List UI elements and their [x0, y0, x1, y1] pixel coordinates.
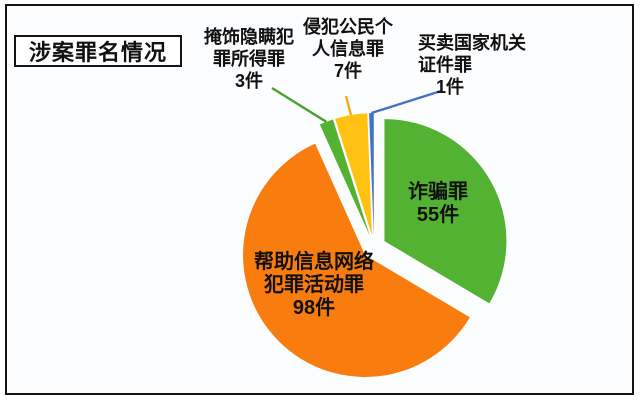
callout-state-documents-crime: 买卖国家机关 证件罪 1件	[418, 33, 526, 97]
leader-line-2	[271, 86, 327, 123]
pie-label-aiding-cybercrime: 帮助信息网络 犯罪活动罪 98件	[254, 251, 374, 319]
chart-title-box: 涉案罪名情况	[14, 35, 182, 67]
leader-line-3	[344, 95, 353, 116]
pie-slice-4	[369, 113, 374, 235]
callout-personal-info-crime: 侵犯公民个 人信息罪 7件	[303, 17, 393, 81]
chart-title: 涉案罪名情况	[28, 40, 167, 65]
leader-line-4	[371, 89, 442, 115]
callout-concealing-proceeds-crime: 掩饰隐瞒犯 罪所得罪 3件	[204, 27, 294, 91]
pie-slice-0	[384, 119, 507, 304]
pie-label-fraud-crime: 诈骗罪 55件	[408, 181, 468, 226]
pie-slice-2	[319, 119, 370, 236]
pie-slice-1	[243, 143, 470, 377]
pie-slice-3	[335, 113, 372, 236]
